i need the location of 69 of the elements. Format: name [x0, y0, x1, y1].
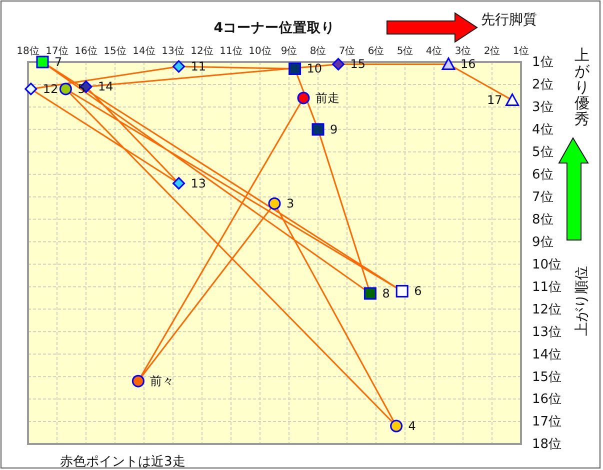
- x-tick-label: 12位: [190, 45, 214, 57]
- point: [297, 92, 310, 104]
- point: [442, 57, 456, 70]
- x-tick-label: 6位: [368, 45, 384, 57]
- point: [24, 82, 38, 96]
- x-tick-label: 11位: [220, 45, 242, 57]
- x-tick-label: 9位: [280, 45, 298, 57]
- y-tick-label: 14位: [532, 347, 562, 362]
- y-tick-label: 16位: [532, 392, 562, 408]
- annotation: 16: [460, 57, 476, 72]
- x-tick-label: 4位: [426, 45, 442, 57]
- y-tick-label: 15位: [532, 370, 562, 385]
- annotation: 6: [414, 284, 422, 298]
- x-tick-label: 2位: [484, 45, 500, 57]
- y-tick-label: 2位: [532, 78, 554, 93]
- x-tick-label: 7位: [338, 45, 356, 57]
- y-tick-label: 17位: [532, 414, 562, 430]
- y-tick-label: 18位: [532, 437, 562, 452]
- y-tick-label: 6位: [532, 168, 554, 183]
- x-tick-label: 1位: [512, 45, 530, 57]
- annotation: 4: [408, 419, 416, 434]
- y-tick-label: 8位: [532, 212, 554, 228]
- annotation: 前走: [316, 90, 340, 105]
- point: [364, 287, 376, 300]
- x-tick-label: 8位: [310, 45, 326, 57]
- x-tick-label: 5位: [396, 45, 414, 57]
- annotation: 5: [78, 82, 86, 96]
- y-tick-label: 13位: [532, 324, 562, 340]
- point: [506, 93, 520, 106]
- x-tick-label: 10位: [248, 45, 272, 57]
- x-tick-label: 13位: [162, 45, 184, 57]
- y-tick-label: 10位: [532, 257, 562, 272]
- y-tick-label: 12位: [532, 302, 562, 318]
- y-axis-title: 上がり順位: [574, 266, 590, 336]
- y-tick-label: 11位: [532, 280, 562, 295]
- point: [288, 62, 302, 75]
- x-tick-label: 18位: [16, 45, 40, 57]
- annotation: 13: [190, 176, 206, 190]
- y-tick-label: 5位: [532, 145, 554, 160]
- point: [332, 58, 345, 70]
- y-tick-label: 9位: [532, 234, 554, 250]
- x-axis-title: 4コーナー位置取り: [214, 20, 336, 36]
- annotation: 前々: [150, 374, 174, 388]
- annotation: 9: [330, 122, 338, 136]
- x-tick-label: 16位: [74, 45, 98, 57]
- y-tick-label: 4位: [532, 122, 554, 138]
- text: 先行脚質: [481, 12, 537, 28]
- x-tick-label: 14位: [132, 45, 156, 57]
- point: [132, 374, 144, 388]
- annotation: 3: [286, 196, 294, 211]
- point: [312, 123, 324, 136]
- text: 上がり優秀: [574, 46, 590, 128]
- x-tick-label: 3位: [454, 45, 472, 57]
- annotation: 8: [382, 286, 390, 300]
- point: [390, 420, 403, 432]
- x-tick-label: 15位: [104, 45, 126, 57]
- annotation: 7: [54, 55, 62, 69]
- annotation: 12: [42, 82, 58, 96]
- y-tick-label: 7位: [532, 190, 554, 205]
- annotation: 17: [487, 93, 502, 108]
- point: [36, 56, 49, 68]
- point: [59, 82, 72, 96]
- x-tick-label: 17位: [46, 45, 68, 57]
- point: [268, 197, 281, 210]
- y-tick-label: 1位: [532, 55, 554, 70]
- point: [172, 177, 186, 190]
- text: 赤色ポイントは近3走: [60, 454, 186, 470]
- point: [172, 60, 186, 73]
- y-tick-label: 3位: [532, 100, 554, 116]
